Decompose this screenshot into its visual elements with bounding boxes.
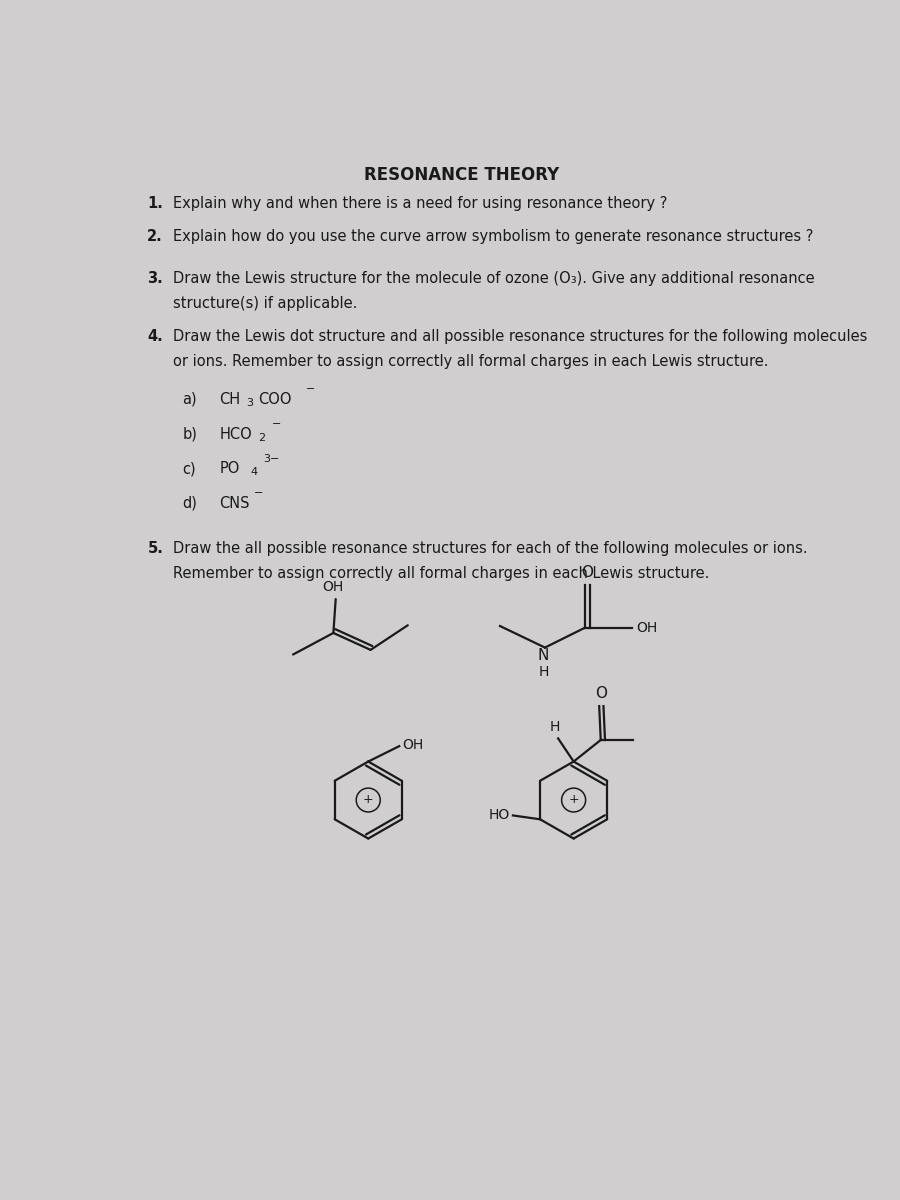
Text: CNS: CNS: [220, 496, 250, 511]
Text: OH: OH: [636, 620, 658, 635]
Text: 5.: 5.: [148, 540, 163, 556]
Text: or ions. Remember to assign correctly all formal charges in each Lewis structure: or ions. Remember to assign correctly al…: [173, 354, 769, 370]
Text: OH: OH: [322, 581, 343, 594]
Text: Draw the Lewis dot structure and all possible resonance structures for the follo: Draw the Lewis dot structure and all pos…: [173, 329, 868, 343]
Text: HCO: HCO: [220, 426, 252, 442]
Text: OH: OH: [402, 738, 424, 751]
Text: O: O: [595, 686, 607, 702]
Text: PO: PO: [220, 461, 239, 476]
Text: H: H: [550, 720, 560, 734]
Text: 3: 3: [246, 398, 253, 408]
Text: 1.: 1.: [148, 197, 163, 211]
Text: O: O: [580, 565, 593, 580]
Text: H: H: [538, 665, 549, 679]
Text: structure(s) if applicable.: structure(s) if applicable.: [173, 296, 357, 312]
Text: −: −: [255, 488, 264, 498]
Text: a): a): [182, 392, 197, 407]
Text: 4: 4: [250, 467, 257, 478]
Text: c): c): [182, 461, 196, 476]
Text: 3.: 3.: [148, 271, 163, 286]
Text: Remember to assign correctly all formal charges in each Lewis structure.: Remember to assign correctly all formal …: [173, 566, 709, 581]
Text: 2: 2: [258, 433, 265, 443]
Text: 3−: 3−: [264, 454, 280, 463]
Text: N: N: [537, 648, 549, 664]
Text: Draw the Lewis structure for the molecule of ozone (O₃). Give any additional res: Draw the Lewis structure for the molecul…: [173, 271, 814, 286]
Text: CH: CH: [220, 392, 240, 407]
Text: +: +: [568, 793, 579, 805]
Text: b): b): [182, 426, 197, 442]
Text: Explain how do you use the curve arrow symbolism to generate resonance structure: Explain how do you use the curve arrow s…: [173, 229, 814, 244]
Text: Draw the all possible resonance structures for each of the following molecules o: Draw the all possible resonance structur…: [173, 540, 807, 556]
Text: 4.: 4.: [148, 329, 163, 343]
Text: 2.: 2.: [148, 229, 163, 244]
Text: +: +: [363, 793, 374, 805]
Text: −: −: [305, 384, 315, 395]
Text: RESONANCE THEORY: RESONANCE THEORY: [364, 166, 559, 184]
Text: d): d): [182, 496, 197, 511]
Text: −: −: [272, 419, 281, 428]
Text: COO: COO: [258, 392, 292, 407]
Text: HO: HO: [489, 809, 509, 822]
Text: Explain why and when there is a need for using resonance theory ?: Explain why and when there is a need for…: [173, 197, 667, 211]
